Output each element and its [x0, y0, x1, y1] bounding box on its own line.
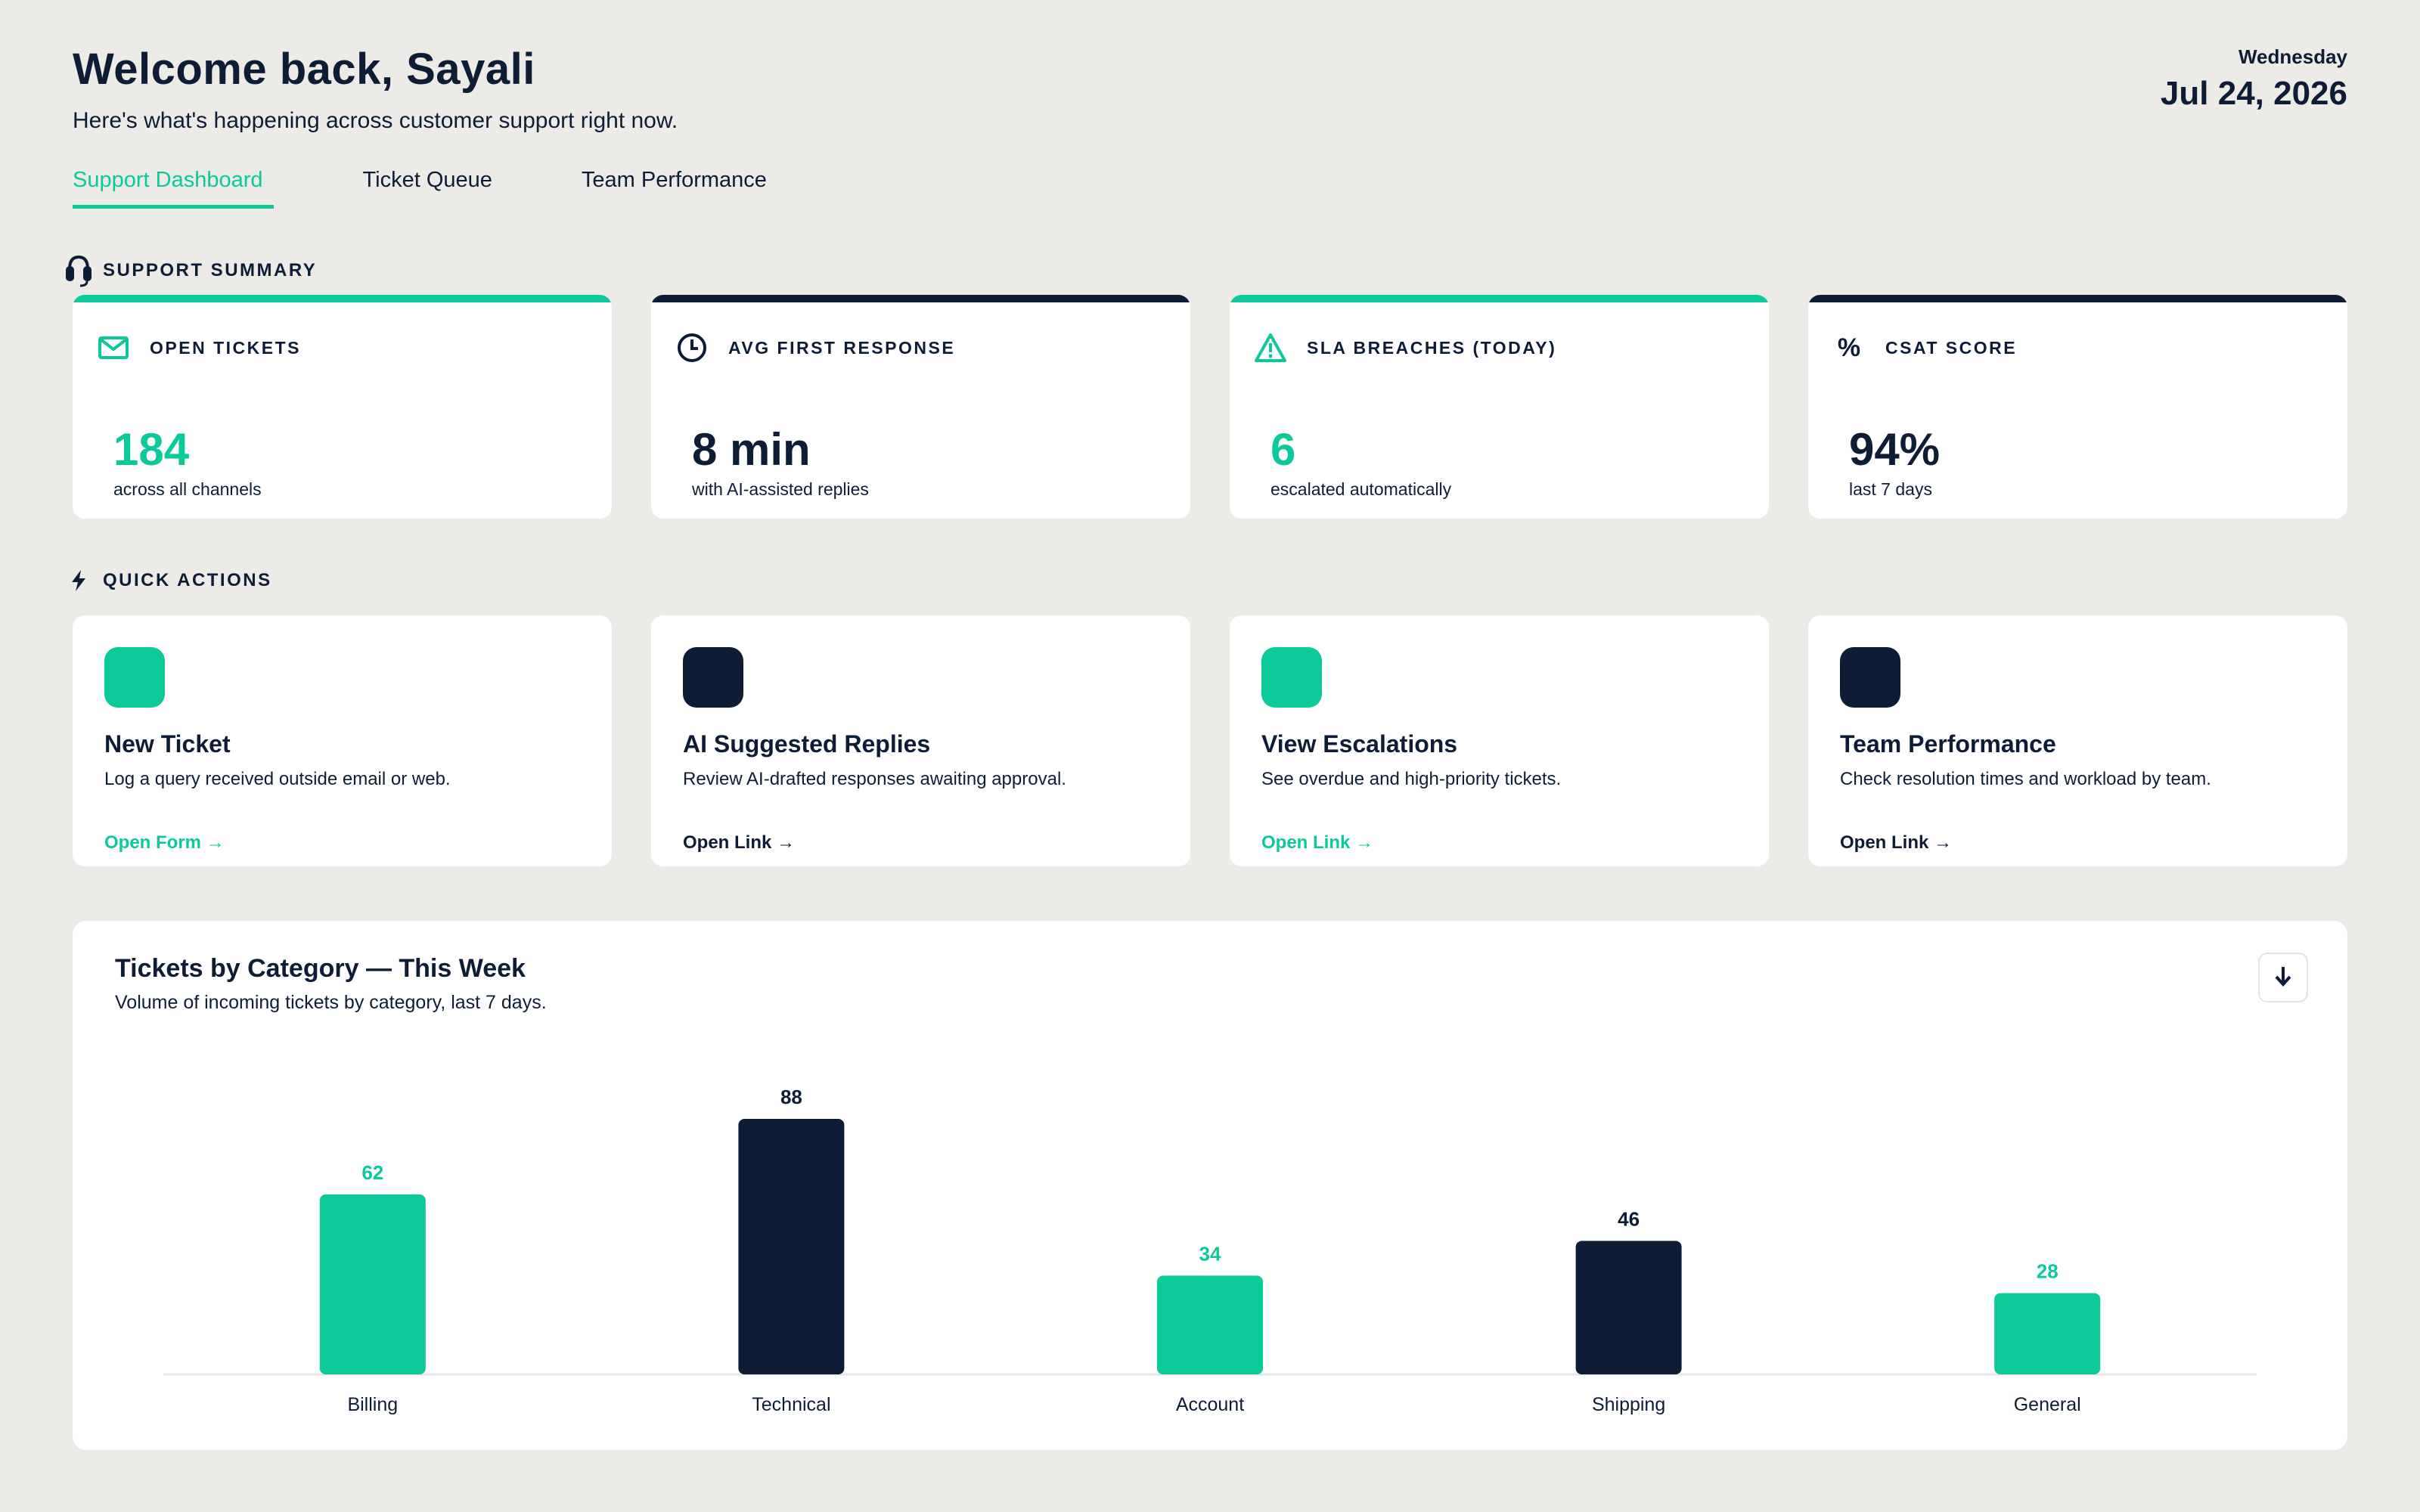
open-link[interactable]: Open Link →	[683, 832, 796, 853]
action-description: Log a query received outside email or we…	[104, 769, 451, 789]
stat-subtext: escalated automatically	[1270, 479, 1452, 499]
action-description: See overdue and high-priority tickets.	[1261, 769, 1562, 789]
action-title: Team Performance	[1840, 730, 2056, 758]
date-full: Jul 24, 2026	[2160, 75, 2347, 112]
data-label-account: 34	[1199, 1242, 1221, 1265]
bar-account	[1157, 1275, 1263, 1374]
bar-general	[1994, 1293, 2101, 1374]
open-link[interactable]: Open Link →	[1261, 832, 1374, 853]
card-accent-bar	[73, 295, 612, 302]
tab-support-dashboard[interactable]: Support Dashboard	[73, 165, 274, 209]
tick-label-billing: Billing	[347, 1394, 398, 1415]
stat-subtext: with AI-assisted replies	[692, 479, 869, 499]
action-tile-icon	[683, 647, 743, 708]
welcome-subtitle: Here's what's happening across customer …	[73, 108, 678, 133]
support-summary-label: SUPPORT SUMMARY	[103, 260, 318, 280]
action-card-ai-suggested-replies[interactable]: AI Suggested Replies Review AI-drafted r…	[651, 615, 1190, 866]
warning-icon	[1254, 331, 1287, 364]
action-title: View Escalations	[1261, 730, 1458, 758]
tick-label-technical: Technical	[752, 1394, 830, 1415]
bar-billing	[319, 1194, 426, 1374]
data-label-general: 28	[2037, 1259, 2059, 1282]
percent-icon: %	[1837, 333, 1861, 362]
download-arrow-icon	[2273, 965, 2293, 991]
bar-shipping	[1575, 1241, 1682, 1374]
stat-title: SLA BREACHES (TODAY)	[1307, 337, 1557, 358]
download-button[interactable]	[2258, 953, 2308, 1002]
stat-subtext: across all channels	[113, 479, 262, 499]
chart-subtitle: Volume of incoming tickets by category, …	[115, 992, 547, 1013]
action-tile-icon	[104, 647, 165, 708]
bar-chart: 62 Billing 88 Technical 34 Account 46 Shipping 2…	[163, 1086, 2257, 1415]
bar-technical	[738, 1119, 845, 1374]
tick-label-shipping: Shipping	[1592, 1394, 1665, 1415]
stat-value: 184	[113, 424, 190, 475]
tick-label-account: Account	[1176, 1394, 1244, 1415]
action-description: Check resolution times and workload by t…	[1840, 769, 2211, 789]
data-label-technical: 88	[780, 1086, 802, 1108]
card-accent-bar	[1808, 295, 2347, 302]
open-link[interactable]: Open Link →	[1840, 832, 1953, 853]
stat-card-open-tickets: OPEN TICKETS 184 across all channels	[73, 295, 612, 519]
envelope-icon	[97, 331, 130, 364]
action-tile-icon	[1261, 647, 1322, 708]
stat-title: AVG FIRST RESPONSE	[728, 337, 956, 358]
summary-cards: OPEN TICKETS 184 across all channels AVG…	[73, 295, 2347, 519]
quick-actions-label: QUICK ACTIONS	[103, 570, 272, 590]
tab-team-performance[interactable]: Team Performance	[581, 168, 767, 192]
stat-card-sla-breaches: SLA BREACHES (TODAY) 6 escalated automat…	[1230, 295, 1769, 519]
card-accent-bar	[1230, 295, 1769, 302]
data-label-billing: 62	[361, 1161, 383, 1184]
stat-value: 6	[1270, 424, 1296, 475]
support-summary-heading: SUPPORT SUMMARY	[64, 253, 317, 289]
date-day: Wednesday	[2238, 45, 2347, 68]
clock-icon	[675, 331, 709, 364]
card-accent-bar	[651, 295, 1190, 302]
tab-bar: Support Dashboard Ticket Queue Team Perf…	[73, 165, 856, 209]
bolt-icon	[64, 562, 94, 599]
chart-title: Tickets by Category — This Week	[115, 954, 526, 983]
data-label-shipping: 46	[1618, 1207, 1640, 1230]
stat-title: CSAT SCORE	[1885, 337, 2018, 358]
chart-panel: Tickets by Category — This Week Volume o…	[73, 921, 2347, 1450]
stat-value: 8 min	[692, 424, 811, 475]
stat-title: OPEN TICKETS	[150, 337, 301, 358]
tick-label-general: General	[2014, 1394, 2081, 1415]
headset-icon	[64, 253, 94, 289]
tab-ticket-queue[interactable]: Ticket Queue	[362, 168, 492, 192]
action-tile-icon	[1840, 647, 1900, 708]
welcome-title: Welcome back, Sayali	[73, 45, 535, 94]
action-title: New Ticket	[104, 730, 231, 758]
quick-action-cards: New Ticket Log a query received outside …	[73, 615, 2347, 866]
page-header: Welcome back, Sayali Here's what's happe…	[73, 44, 678, 134]
stat-card-avg-first-response: AVG FIRST RESPONSE 8 min with AI-assiste…	[651, 295, 1190, 519]
date-display: Wednesday Jul 24, 2026	[2161, 45, 2347, 113]
stat-card-csat-score: % CSAT SCORE 94% last 7 days	[1808, 295, 2347, 519]
action-title: AI Suggested Replies	[683, 730, 931, 758]
action-description: Review AI-drafted responses awaiting app…	[683, 769, 1066, 789]
open-form-link[interactable]: Open Form →	[104, 832, 225, 853]
quick-actions-heading: QUICK ACTIONS	[64, 562, 272, 599]
action-card-view-escalations[interactable]: View Escalations See overdue and high-pr…	[1230, 615, 1769, 866]
stat-value: 94%	[1849, 424, 1941, 475]
stat-subtext: last 7 days	[1849, 479, 1932, 499]
action-card-new-ticket[interactable]: New Ticket Log a query received outside …	[73, 615, 612, 866]
action-card-team-performance[interactable]: Team Performance Check resolution times …	[1808, 615, 2347, 866]
